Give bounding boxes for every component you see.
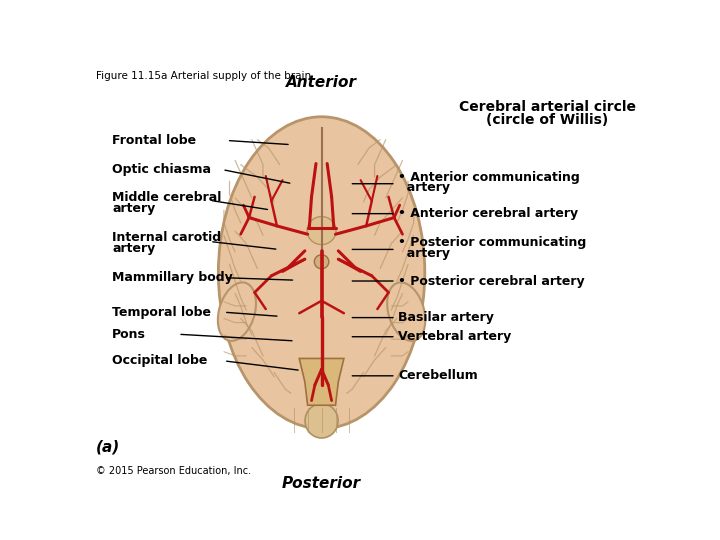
Text: Optic chiasma: Optic chiasma [112,163,212,176]
Ellipse shape [307,217,336,245]
Text: Cerebellum: Cerebellum [398,369,478,382]
Text: Temporal lobe: Temporal lobe [112,306,212,319]
Text: artery: artery [112,202,156,215]
Text: © 2015 Pearson Education, Inc.: © 2015 Pearson Education, Inc. [96,465,251,476]
Text: Cerebral arterial circle: Cerebral arterial circle [459,100,636,114]
Text: Middle cerebral: Middle cerebral [112,191,222,204]
Text: Vertebral artery: Vertebral artery [398,330,511,343]
Text: • Anterior cerebral artery: • Anterior cerebral artery [398,207,578,220]
Text: Internal carotid: Internal carotid [112,231,222,244]
Ellipse shape [218,282,256,341]
Text: Anterior: Anterior [286,75,357,90]
Text: Figure 11.15a Arterial supply of the brain.: Figure 11.15a Arterial supply of the bra… [96,71,314,81]
Text: Pons: Pons [112,328,146,341]
Text: Posterior: Posterior [282,476,361,491]
Ellipse shape [387,282,426,341]
Text: Occipital lobe: Occipital lobe [112,354,207,367]
Text: (circle of Willis): (circle of Willis) [487,113,608,126]
Text: Basilar artery: Basilar artery [398,311,494,324]
Text: Frontal lobe: Frontal lobe [112,134,197,147]
Ellipse shape [315,255,329,269]
Text: • Anterior communicating: • Anterior communicating [398,171,580,184]
Ellipse shape [218,117,425,429]
Polygon shape [300,359,344,405]
Text: (a): (a) [96,439,120,454]
Text: • Posterior communicating: • Posterior communicating [398,237,586,249]
Text: artery: artery [398,181,450,194]
Text: artery: artery [112,242,156,255]
Text: • Posterior cerebral artery: • Posterior cerebral artery [398,274,585,287]
Ellipse shape [305,404,338,438]
Text: Mammillary body: Mammillary body [112,271,233,284]
Text: artery: artery [398,247,450,260]
